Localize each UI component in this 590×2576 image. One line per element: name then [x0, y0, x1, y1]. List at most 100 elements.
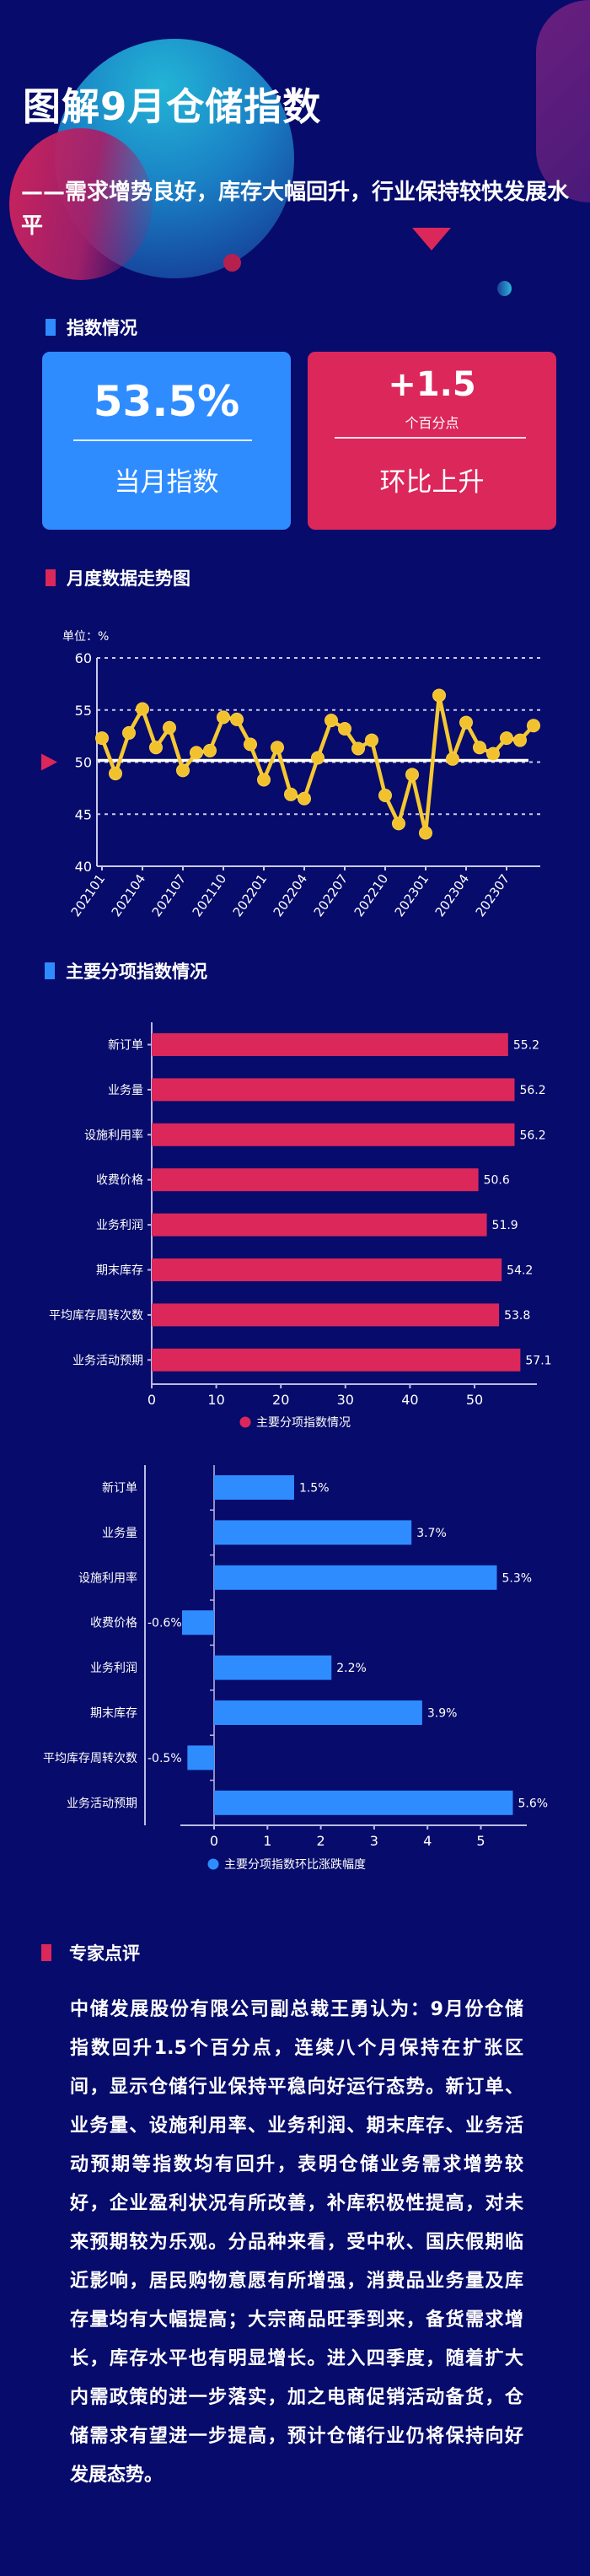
data-point	[244, 737, 257, 752]
comment-line: 业务量、设施利用率、业务利润、期末库存、业务活	[70, 2115, 523, 2137]
divider	[73, 439, 252, 441]
category-label: 收费价格	[96, 1174, 143, 1188]
value-label: 57.1	[525, 1354, 551, 1367]
value-label: 50.6	[484, 1174, 510, 1188]
legend-label: 主要分项指数情况	[256, 1416, 351, 1430]
comment-line: 存量均有大幅提高；大宗商品旺季到来，备货需求增	[70, 2309, 523, 2331]
value-label: 5.3%	[502, 1571, 532, 1585]
divider	[335, 437, 526, 439]
data-point	[473, 741, 486, 755]
section-heading-expert: 专家点评	[41, 1940, 140, 1965]
category-label: 收费价格	[90, 1617, 137, 1630]
bar	[214, 1700, 422, 1725]
comment-line: 动预期等指数均有回升，表明仓储业务需求增势较	[70, 2154, 523, 2175]
data-point	[392, 816, 405, 831]
data-point	[311, 751, 324, 765]
change-label: 环比上升	[379, 467, 485, 498]
category-label: 业务利润	[96, 1219, 143, 1232]
legend-marker	[239, 1416, 251, 1428]
x-tick-label: 10	[207, 1392, 224, 1408]
data-point	[365, 733, 378, 747]
bar	[152, 1348, 521, 1372]
decor-small-pink-dot	[223, 254, 241, 272]
y-tick-label: 45	[75, 806, 92, 822]
data-point	[338, 721, 351, 736]
comment-line: 内需政策的进一步落实，加之电商促销活动备货，仓	[70, 2387, 523, 2408]
decor-purple-circle	[536, 0, 590, 202]
section-marker	[41, 1944, 51, 1961]
category-label: 新订单	[102, 1482, 137, 1495]
value-label: 3.7%	[416, 1527, 447, 1540]
data-point	[486, 746, 500, 761]
value-label: 56.2	[519, 1084, 545, 1097]
x-tick-label: 0	[210, 1833, 218, 1849]
data-point	[136, 702, 149, 716]
comment-line: 近影响，居民购物意愿有所增强，消费品业务量及库	[70, 2271, 523, 2292]
section-heading-index: 指数情况	[46, 315, 137, 340]
value-label: 3.9%	[427, 1707, 458, 1721]
current-index-value: 53.5%	[93, 377, 240, 426]
data-point	[109, 767, 122, 781]
expert-comment: 中储发展股份有限公司副总裁王勇认为：9月份仓储 指数回升1.5个百分点，连续八个月…	[70, 1996, 523, 2500]
value-label: 54.2	[507, 1264, 533, 1278]
comment-line: 间，显示仓储行业保持平稳向好运行态势。新订单、	[70, 2077, 523, 2098]
x-tick-label: 4	[423, 1833, 432, 1849]
y-tick-label: 60	[75, 650, 92, 666]
data-point	[176, 763, 190, 778]
x-tick-label: 1	[263, 1833, 271, 1849]
sub-index-change-bar-chart: 0 1 2 3 4 5 新订单 1.5% 业务量 3.7% 设施利用率 5.3% 收费价格 -0.6% 业务…	[43, 1465, 548, 1872]
bar	[152, 1078, 515, 1102]
x-tick-label: 30	[337, 1392, 354, 1408]
category-label: 业务活动预期	[67, 1797, 137, 1810]
bar	[152, 1168, 479, 1192]
data-point	[459, 715, 473, 730]
bar	[214, 1790, 513, 1815]
current-index-card: 53.5% 当月指数	[42, 352, 291, 530]
value-label: 55.2	[513, 1039, 539, 1053]
section-heading-trend: 月度数据走势图	[46, 565, 190, 590]
data-point	[230, 712, 244, 726]
value-label: 1.5%	[299, 1482, 330, 1495]
comment-line: 好，企业盈利状况有所改善，补库积极性提高，对未	[70, 2193, 523, 2214]
data-point	[513, 733, 527, 747]
category-label: 期末库存	[90, 1707, 137, 1721]
data-point	[95, 731, 109, 746]
bar	[152, 1123, 515, 1146]
decor-pink-circle	[9, 128, 153, 280]
data-point	[324, 714, 338, 728]
section-heading-sub: 主要分项指数情况	[45, 958, 207, 984]
bar	[152, 1033, 508, 1056]
decor-triangle-icon	[412, 228, 451, 251]
x-tick-label: 3	[370, 1833, 378, 1849]
section-marker	[46, 319, 56, 336]
unit-label: 单位：%	[62, 630, 110, 644]
change-value: +1.5	[388, 365, 476, 404]
reference-marker-icon	[41, 753, 57, 771]
legend-marker	[207, 1858, 219, 1870]
category-label: 设施利用率	[84, 1128, 143, 1142]
data-point	[190, 746, 203, 760]
x-tick-label: 2	[317, 1833, 325, 1849]
value-label: -0.6%	[148, 1617, 182, 1630]
section-marker	[45, 962, 55, 979]
data-point	[405, 768, 419, 782]
bar	[214, 1520, 412, 1545]
bar	[214, 1475, 294, 1500]
comment-line: 长，库存水平也有明显增长。进入四季度，随着扩大	[70, 2348, 523, 2369]
comment-line: 来预期较为乐观。分品种来看，受中秋、国庆假期临	[70, 2232, 523, 2253]
data-point	[500, 731, 513, 746]
page-subtitle: ——需求增势良好，库存大幅回升，行业保持较快发展水平	[21, 180, 570, 239]
bar	[187, 1745, 214, 1770]
value-label: 2.2%	[336, 1662, 367, 1675]
value-label: 53.8	[504, 1309, 530, 1323]
bar	[182, 1610, 214, 1636]
legend-label: 主要分项指数环比涨跌幅度	[224, 1858, 366, 1872]
x-tick-label: 0	[148, 1392, 156, 1408]
comment-line: 储需求有望进一步提高，预计仓储行业仍将保持向好	[70, 2426, 523, 2447]
category-label: 业务量	[102, 1527, 137, 1540]
section-title: 专家点评	[69, 1943, 140, 1964]
bar	[214, 1565, 497, 1590]
value-label: 51.9	[492, 1219, 518, 1232]
category-label: 设施利用率	[78, 1571, 137, 1585]
